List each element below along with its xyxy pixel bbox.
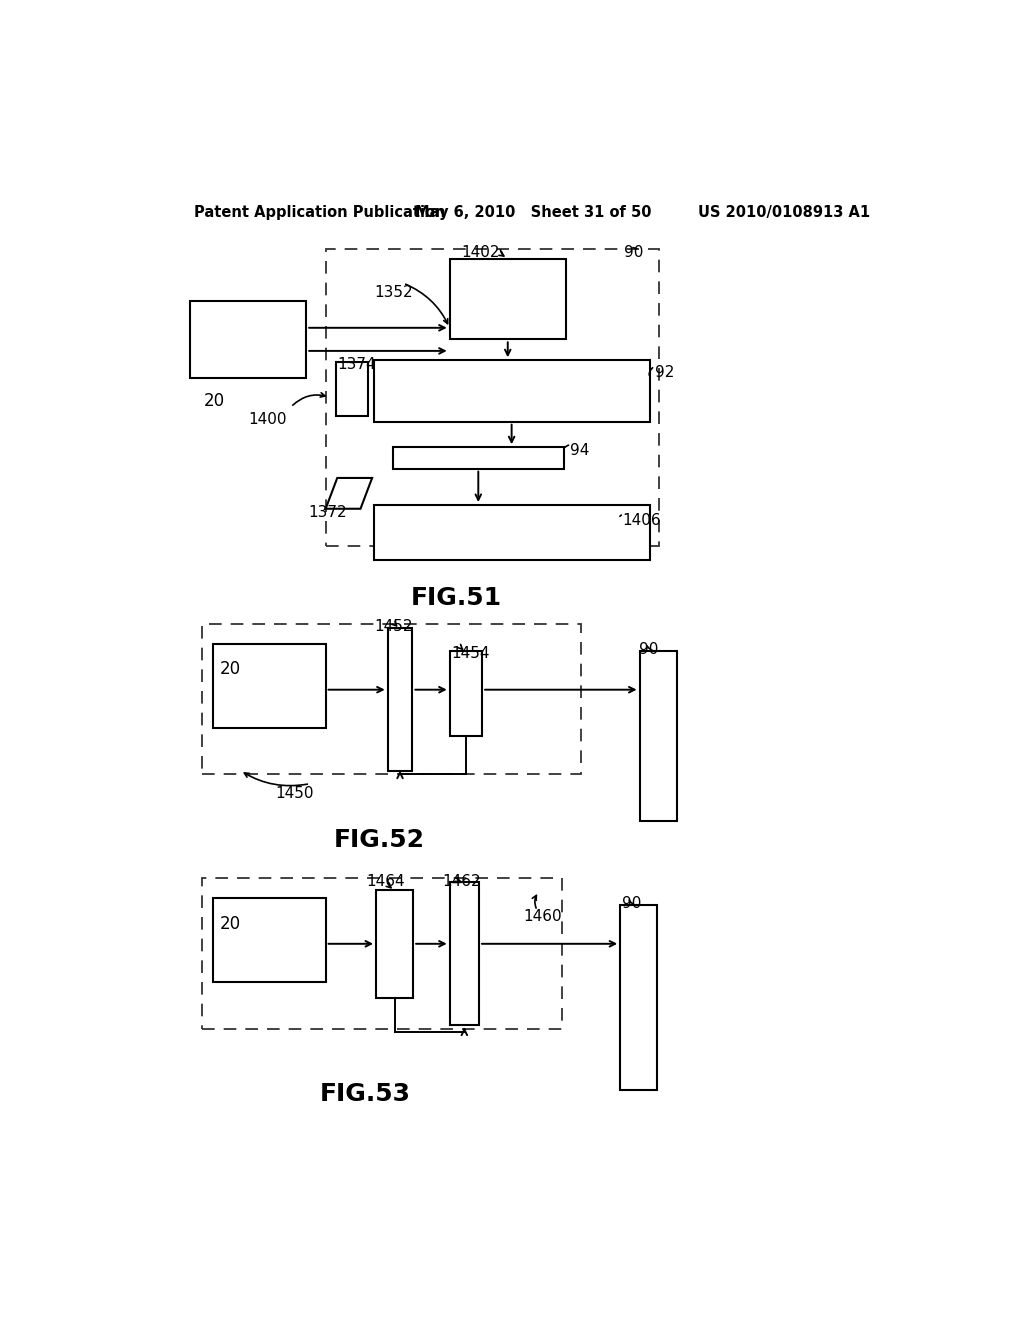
Text: 1372: 1372	[308, 506, 347, 520]
Bar	[375, 360, 649, 422]
Text: 1406: 1406	[623, 512, 662, 528]
Bar	[375, 506, 649, 561]
Text: 1450: 1450	[275, 785, 313, 801]
Text: 90: 90	[640, 642, 658, 657]
Text: 90: 90	[624, 244, 643, 260]
Text: 1464: 1464	[367, 875, 406, 890]
Bar	[393, 447, 563, 469]
Text: 1400: 1400	[248, 412, 287, 428]
Polygon shape	[326, 478, 372, 508]
Text: 1454: 1454	[452, 645, 489, 661]
Bar	[202, 624, 582, 775]
Text: 90: 90	[623, 896, 642, 911]
Bar	[190, 301, 306, 378]
Text: May 6, 2010   Sheet 31 of 50: May 6, 2010 Sheet 31 of 50	[415, 205, 651, 219]
Text: 20: 20	[204, 392, 225, 409]
Bar	[450, 259, 566, 339]
Bar	[450, 651, 482, 737]
Bar	[621, 906, 657, 1090]
Text: 94: 94	[569, 444, 589, 458]
Bar	[640, 651, 677, 821]
Bar	[202, 878, 562, 1028]
Text: 1460: 1460	[523, 909, 562, 924]
Text: 1374: 1374	[337, 358, 376, 372]
Text: 1402: 1402	[461, 244, 500, 260]
Text: 92: 92	[655, 364, 675, 380]
Text: 20: 20	[219, 660, 241, 678]
Text: FIG.53: FIG.53	[321, 1082, 412, 1106]
Bar	[326, 249, 658, 545]
Text: FIG.52: FIG.52	[334, 829, 424, 853]
Text: US 2010/0108913 A1: US 2010/0108913 A1	[697, 205, 869, 219]
Text: Patent Application Publication: Patent Application Publication	[194, 205, 445, 219]
Bar	[376, 890, 414, 998]
Bar	[213, 644, 326, 729]
Bar	[388, 628, 413, 771]
Bar	[336, 363, 369, 416]
Bar	[450, 882, 479, 1024]
Text: 20: 20	[219, 915, 241, 932]
Bar	[213, 898, 326, 982]
Text: 1452: 1452	[375, 619, 413, 634]
Text: 1462: 1462	[442, 875, 480, 890]
Text: 1352: 1352	[375, 285, 413, 301]
Text: FIG.51: FIG.51	[411, 586, 502, 610]
